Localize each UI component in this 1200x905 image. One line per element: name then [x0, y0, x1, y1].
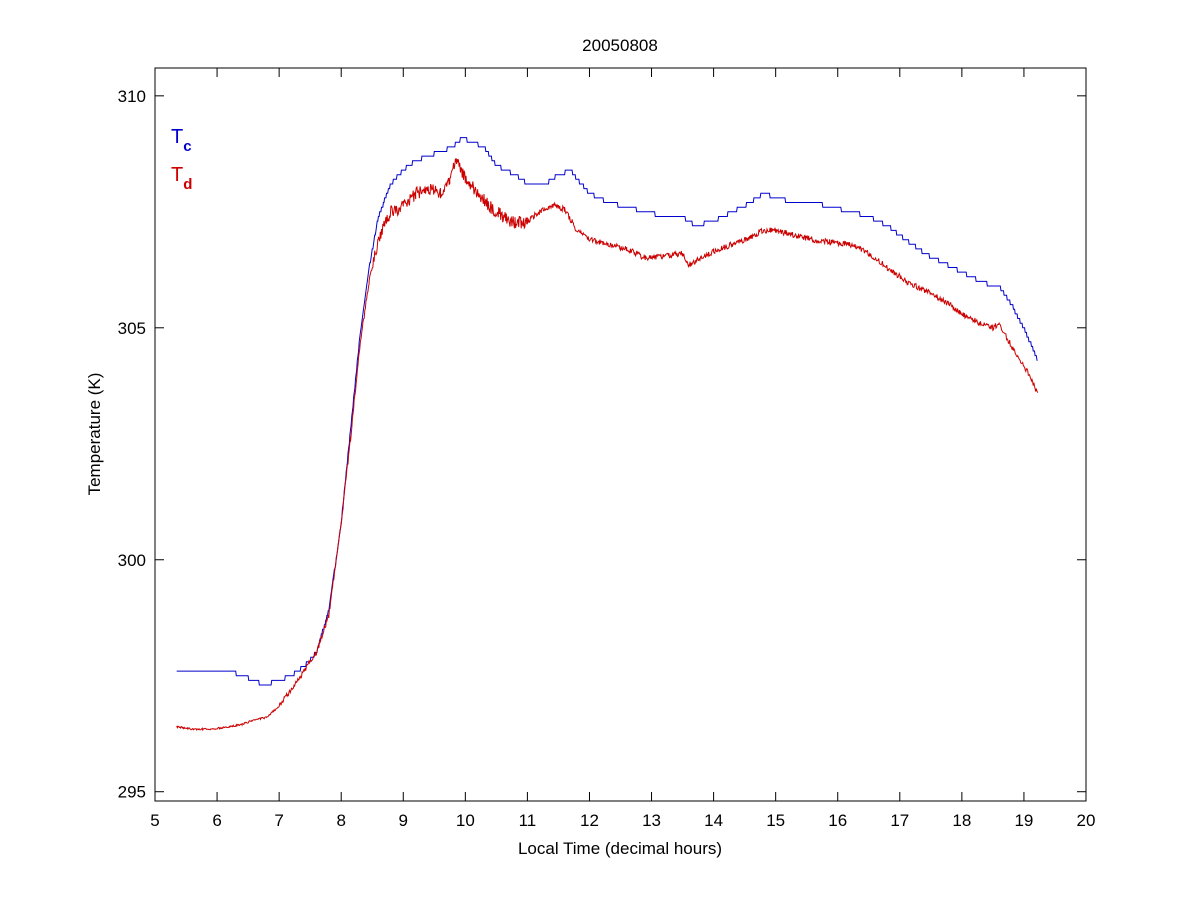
x-tick-label: 6	[212, 811, 221, 830]
legend-entry: Td	[171, 164, 192, 193]
x-tick-label: 8	[336, 811, 345, 830]
series-line-1	[176, 137, 1038, 686]
x-tick-label: 14	[704, 811, 723, 830]
x-tick-label: 12	[580, 811, 599, 830]
series-line-2	[176, 158, 1039, 732]
x-tick-label: 9	[399, 811, 408, 830]
y-tick-label: 305	[118, 319, 146, 338]
x-tick-label: 17	[890, 811, 909, 830]
x-axis-ticks: 5 6 7 8 9 10 11 12 13 14 15 16 17 18 19 20	[150, 68, 1095, 830]
x-tick-label: 18	[952, 811, 971, 830]
x-tick-label: 20	[1077, 811, 1096, 830]
x-tick-label: 15	[766, 811, 785, 830]
x-tick-label: 10	[456, 811, 475, 830]
data-layer	[176, 137, 1039, 732]
y-tick-label: 295	[118, 783, 146, 802]
y-tick-label: 310	[118, 87, 146, 106]
x-tick-label: 16	[828, 811, 847, 830]
chart-title: 20050808	[582, 36, 658, 55]
x-tick-label: 11	[519, 811, 537, 830]
x-tick-label: 13	[642, 811, 661, 830]
y-axis-label: Temperature (K)	[85, 373, 104, 496]
y-tick-label: 300	[118, 551, 146, 570]
legend-entry-symbol: T	[171, 164, 183, 186]
legend-entry-subscript: c	[183, 138, 191, 155]
x-axis-label: Local Time (decimal hours)	[518, 839, 722, 858]
legend-entry-symbol: T	[171, 126, 183, 148]
x-tick-label: 7	[274, 811, 283, 830]
x-tick-label: 5	[150, 811, 159, 830]
y-axis-ticks: 295 300 305 310	[118, 87, 1086, 802]
legend-entry-subscript: d	[183, 176, 192, 193]
plot-area-frame	[154, 67, 1087, 802]
legend-entry: Tc	[171, 126, 192, 155]
x-tick-label: 19	[1014, 811, 1033, 830]
